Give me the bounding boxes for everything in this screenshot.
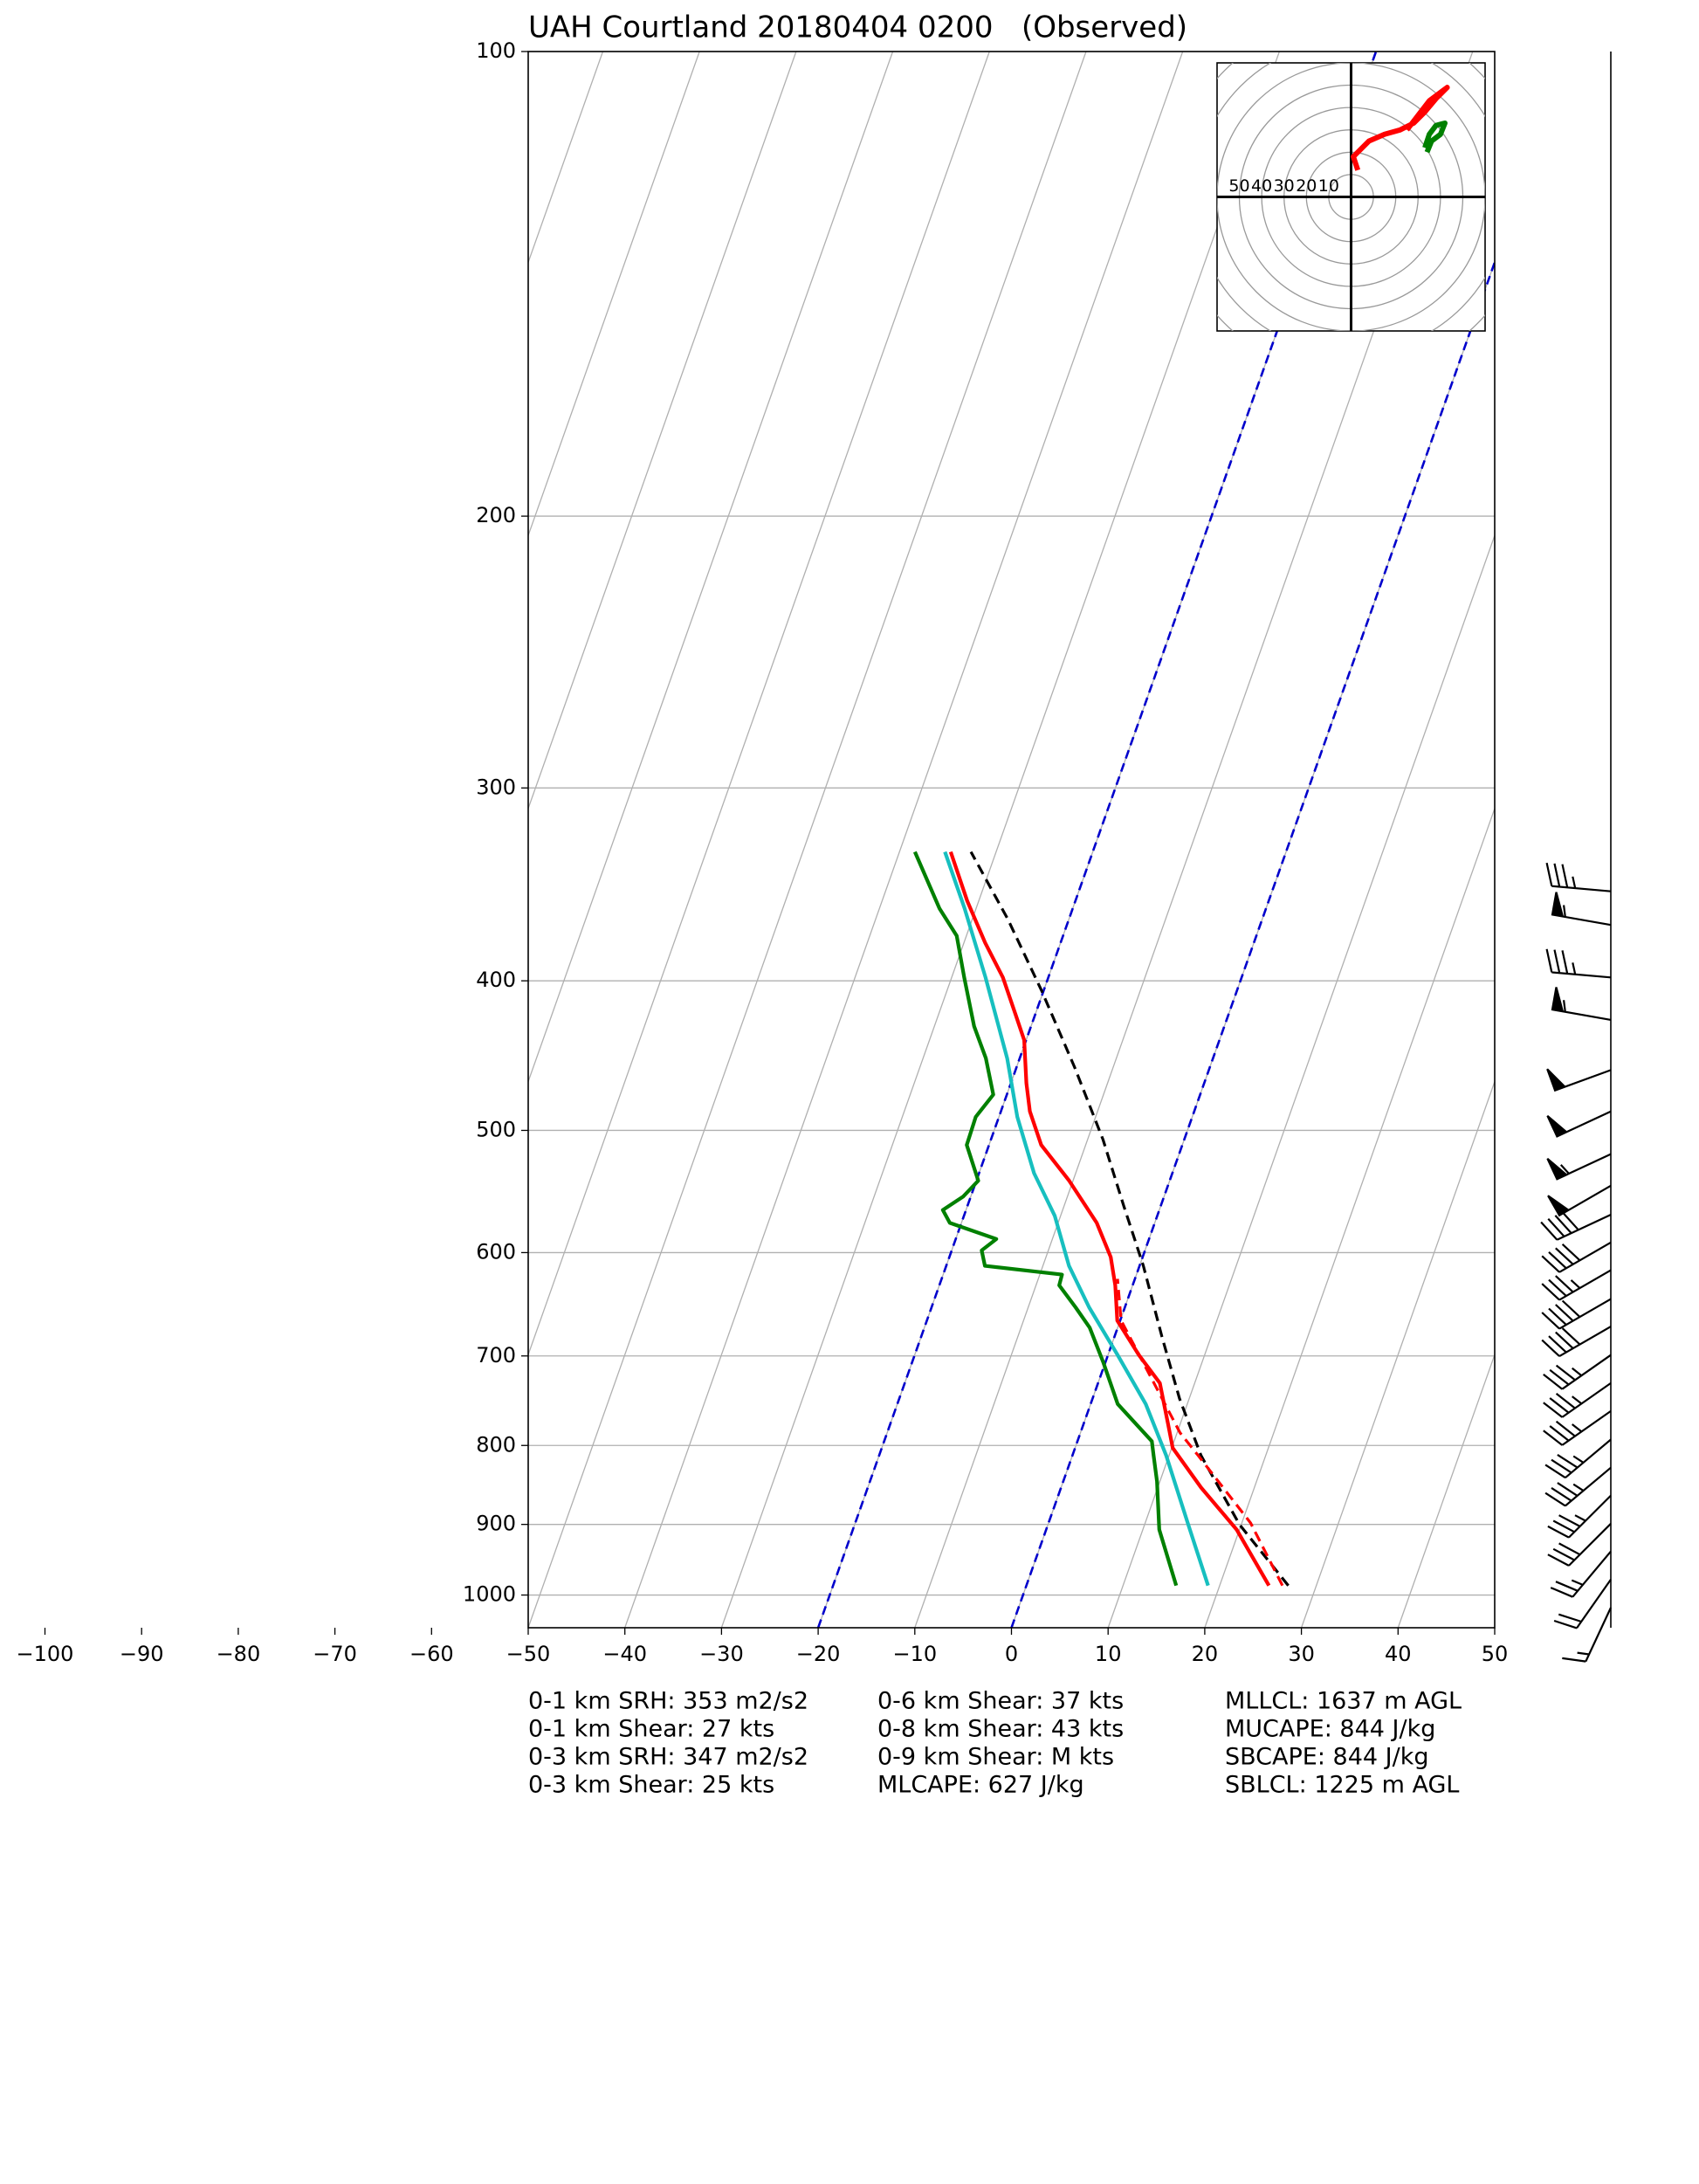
x-tick-label: −90	[120, 1642, 164, 1666]
y-tick-label: 800	[476, 1432, 516, 1457]
isotherm	[1397, 1353, 1495, 1628]
x-tick-label: 50	[1482, 1642, 1509, 1666]
hodograph-line	[1351, 85, 1450, 171]
y-tick-label: 200	[476, 503, 516, 527]
x-tick-label: −100	[17, 1642, 74, 1666]
wind-barb	[1541, 1298, 1612, 1330]
y-tick-label: 300	[476, 775, 516, 799]
wind-barbs	[1540, 862, 1612, 1663]
x-tick-label: −10	[892, 1642, 937, 1666]
hodograph-line	[1422, 121, 1448, 154]
wind-barb	[1546, 1110, 1612, 1138]
ring-label: 30	[1274, 176, 1295, 196]
isotherm	[528, 52, 990, 1357]
wind-barb	[1562, 1607, 1612, 1663]
wind-barb	[1546, 1068, 1612, 1092]
x-tick-label: −60	[409, 1642, 454, 1666]
y-tick-label: 1000	[463, 1582, 516, 1607]
profile-line	[1116, 1278, 1284, 1587]
x-tick-label: −20	[796, 1642, 841, 1666]
wind-barb	[1553, 1579, 1612, 1629]
isotherm	[528, 52, 797, 810]
hodograph-area	[1217, 63, 1485, 331]
isotherm	[528, 52, 894, 1084]
ring-label: 40	[1251, 176, 1272, 196]
stat-text: SBLCL: 1225 m AGL	[1225, 1772, 1459, 1799]
stat-text: 0-1 km SRH: 353 m2/s2	[528, 1688, 808, 1715]
isotherm	[1107, 534, 1495, 1628]
wind-barb	[1551, 892, 1612, 927]
stats: 0-1 km SRH: 353 m2/s20-1 km Shear: 27 kt…	[528, 1688, 1462, 1799]
y-tick-label: 700	[476, 1343, 516, 1368]
wind-barb	[1547, 1494, 1612, 1539]
isotherm	[528, 52, 700, 538]
hodograph: 50 40 30 20 10	[1216, 62, 1486, 332]
x-tick-label: −30	[699, 1642, 744, 1666]
x-tick-label: −70	[313, 1642, 357, 1666]
profile-line	[943, 851, 1210, 1587]
x-tick-label: 0	[1005, 1642, 1018, 1666]
stat-text: 0-6 km Shear: 37 kts	[877, 1688, 1124, 1715]
stat-text: 0-3 km Shear: 25 kts	[528, 1772, 774, 1799]
y-tick-label: 500	[476, 1117, 516, 1141]
x-tick-label: 20	[1192, 1642, 1219, 1666]
y-tick-label: 400	[476, 968, 516, 992]
chart-title: UAH Courtland 20180404 0200 (Observed)	[528, 10, 1187, 45]
wind-barb	[1545, 948, 1612, 979]
wind-barb	[1544, 1438, 1612, 1479]
profile-line	[948, 851, 1271, 1587]
y-tick-label: 600	[476, 1239, 516, 1264]
wind-barb	[1546, 1153, 1612, 1181]
stat-text: 0-9 km Shear: M kts	[877, 1744, 1114, 1771]
axes: −100 −90 −80 −70 −60 −50 −40 −30 −20 −10 0 10 20 30 40…	[17, 38, 1509, 1666]
x-tick-label: 40	[1385, 1642, 1412, 1666]
wind-barb	[1543, 1381, 1612, 1418]
y-tick-label: 900	[476, 1512, 516, 1536]
isotherm	[1204, 806, 1495, 1628]
plot-area	[528, 52, 1495, 1628]
stat-text: 0-1 km Shear: 27 kts	[528, 1716, 774, 1743]
ring-label: 10	[1318, 176, 1339, 196]
wind-barb	[1541, 1326, 1612, 1358]
isotherm	[1300, 1079, 1495, 1628]
stat-text: 0-3 km SRH: 347 m2/s2	[528, 1744, 808, 1771]
wind-barb	[1545, 862, 1612, 892]
ring-label: 50	[1228, 176, 1249, 196]
stat-text: 0-8 km Shear: 43 kts	[877, 1716, 1124, 1743]
stat-text: MLCAPE: 627 J/kg	[877, 1772, 1084, 1799]
x-tick-label: 30	[1288, 1642, 1315, 1666]
wind-barb	[1543, 1409, 1612, 1446]
isotherm	[720, 52, 1280, 1628]
stat-text: SBCAPE: 844 J/kg	[1225, 1744, 1428, 1771]
wind-barb	[1540, 1211, 1612, 1241]
ring-label: 20	[1296, 176, 1317, 196]
wind-barb	[1551, 987, 1612, 1021]
wind-barb	[1541, 1269, 1612, 1301]
x-tick-label: −80	[217, 1642, 261, 1666]
wind-barb	[1541, 1241, 1612, 1273]
isotherm	[528, 52, 1087, 1628]
isotherm	[624, 52, 1184, 1628]
wind-barb	[1547, 1523, 1612, 1567]
stat-text: MLLCL: 1637 m AGL	[1225, 1688, 1462, 1715]
stat-text: MUCAPE: 844 J/kg	[1225, 1716, 1435, 1743]
x-tick-label: −50	[506, 1642, 551, 1666]
wind-barb	[1543, 1354, 1612, 1390]
profile-line	[912, 851, 1179, 1587]
x-tick-label: −40	[602, 1642, 647, 1666]
wind-barb	[1550, 1550, 1612, 1598]
y-tick-label: 100	[476, 38, 516, 63]
wind-barb	[1544, 1466, 1612, 1507]
profile-line	[969, 851, 1290, 1587]
x-tick-label: 10	[1095, 1642, 1122, 1666]
